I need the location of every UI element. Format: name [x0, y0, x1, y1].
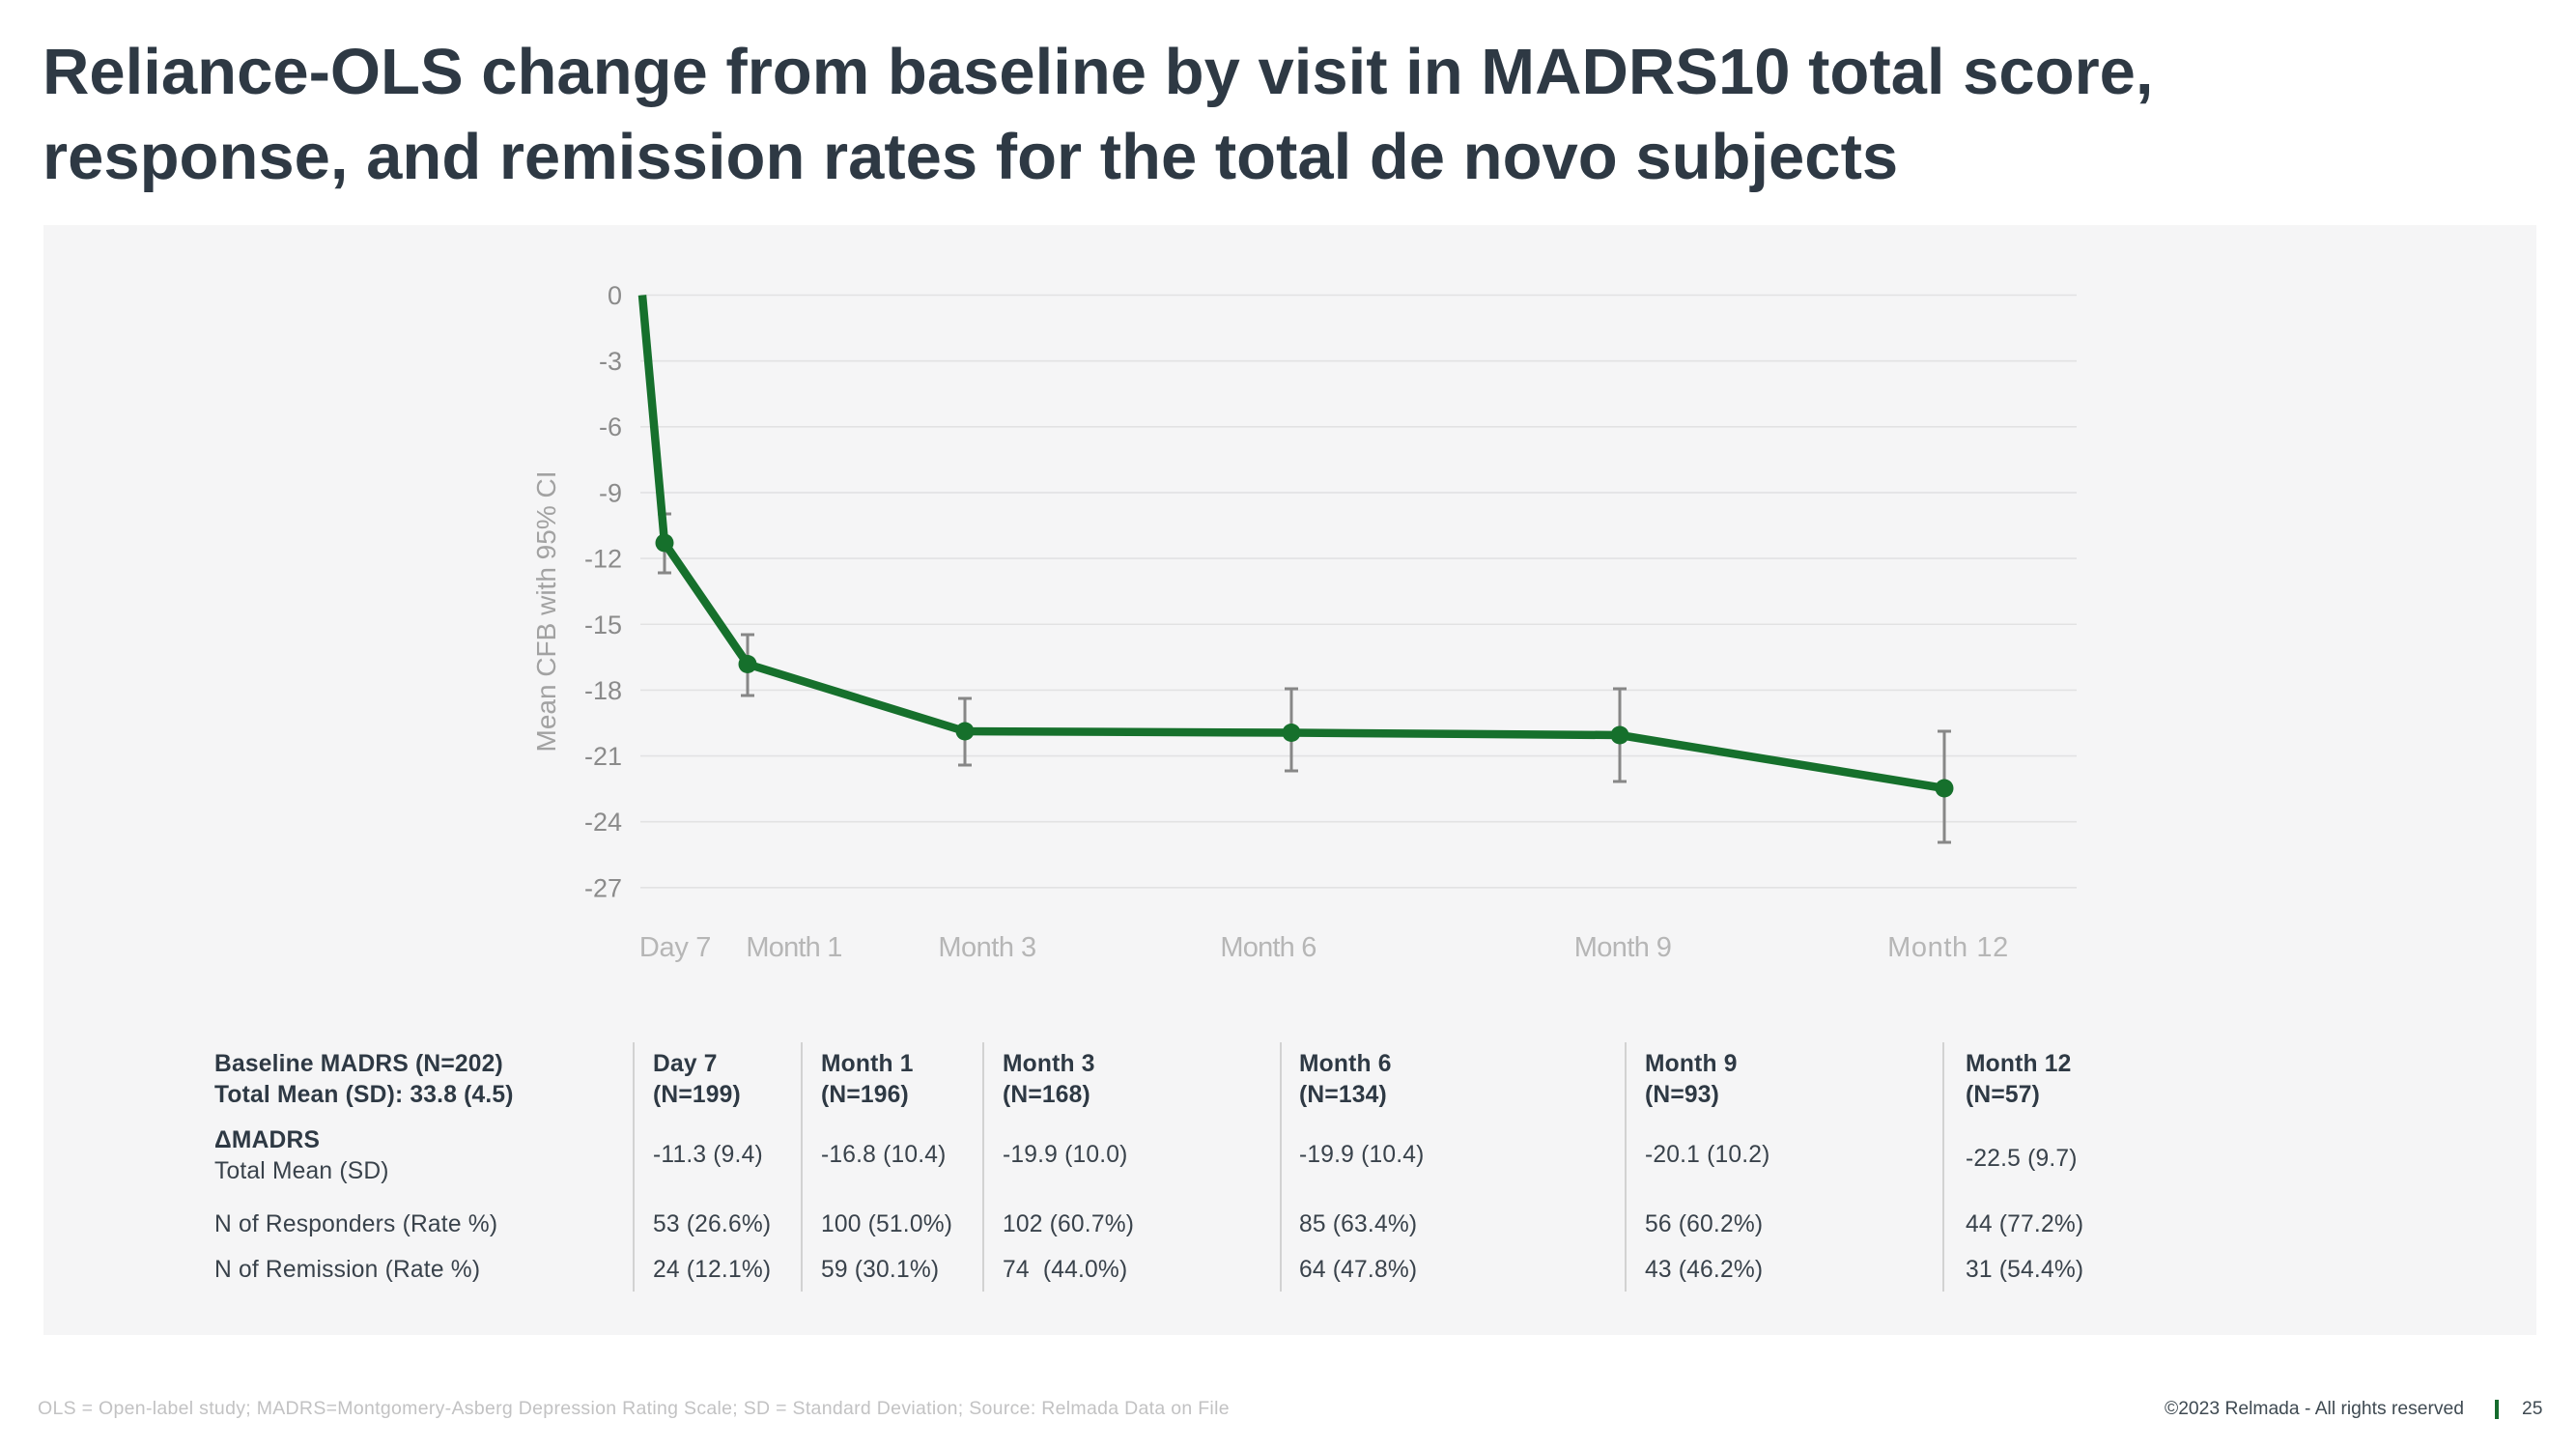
svg-text:Month 3: Month 3 — [938, 932, 1035, 963]
svg-text:Month 6: Month 6 — [1220, 932, 1316, 963]
svg-text:Day 7: Day 7 — [639, 932, 711, 963]
svg-text:0: 0 — [608, 281, 622, 310]
svg-text:-3: -3 — [599, 347, 622, 376]
svg-text:-9: -9 — [599, 479, 622, 508]
svg-text:-27: -27 — [584, 873, 622, 902]
svg-text:-6: -6 — [599, 412, 622, 441]
svg-text:Month 9: Month 9 — [1574, 932, 1672, 963]
svg-text:-21: -21 — [584, 742, 622, 771]
svg-text:-12: -12 — [584, 545, 622, 574]
svg-text:Month 12: Month 12 — [1887, 932, 2009, 963]
svg-text:-15: -15 — [584, 611, 622, 639]
svg-text:-24: -24 — [584, 808, 622, 837]
svg-text:Mean CFB with 95% CI: Mean CFB with 95% CI — [531, 471, 561, 753]
svg-text:Month 1: Month 1 — [746, 932, 841, 963]
svg-text:-18: -18 — [584, 676, 622, 705]
